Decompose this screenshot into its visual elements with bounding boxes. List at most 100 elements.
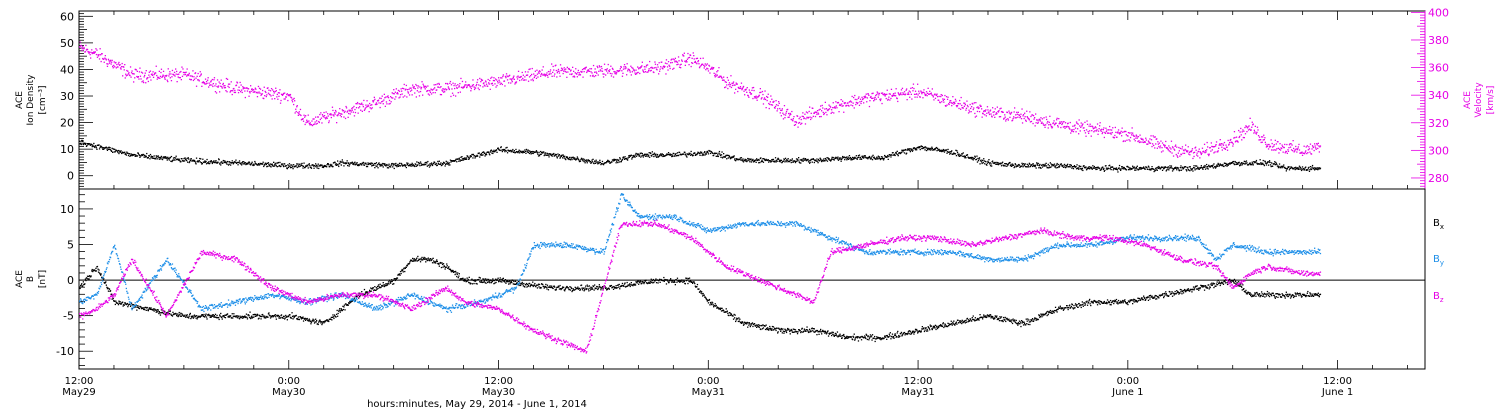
density-series-point (442, 163, 444, 165)
velocity-series-point (824, 101, 826, 103)
velocity-series-point (1200, 152, 1202, 154)
density-series-point (547, 153, 549, 155)
density-series-point (855, 157, 857, 159)
density-series-point (544, 153, 546, 155)
velocity-series-point (753, 96, 756, 98)
velocity-series-point (898, 93, 900, 95)
density-series-point (197, 160, 199, 162)
density-series-point (242, 161, 244, 163)
density-series-point (1095, 166, 1098, 169)
density-series-point (615, 162, 617, 164)
density-series-point (979, 160, 982, 162)
velocity-series-point (347, 116, 349, 118)
velocity-series-point (258, 87, 261, 89)
velocity-series-point (1235, 140, 1237, 142)
density-series-point (184, 157, 186, 159)
velocity-series-point (960, 96, 962, 99)
velocity-series-point (484, 85, 486, 87)
velocity-series-point (827, 109, 829, 112)
velocity-series-point (1068, 126, 1070, 128)
density-series-point (281, 163, 284, 165)
velocity-series-point (432, 92, 434, 94)
velocity-series-point (679, 64, 681, 66)
density-series-point (269, 163, 272, 165)
velocity-series-point (273, 90, 275, 93)
density-series-point (1290, 166, 1292, 168)
density-series-point (645, 155, 648, 157)
density-series-point (585, 160, 587, 162)
density-series-point (470, 155, 472, 157)
velocity-series-point (502, 74, 504, 76)
velocity-series-point (431, 89, 434, 91)
velocity-series-point (1227, 139, 1229, 142)
velocity-series-point (93, 51, 95, 53)
velocity-series-point (573, 70, 575, 72)
velocity-series-point (383, 99, 385, 101)
density-series-point (717, 154, 719, 156)
density-series-point (253, 164, 255, 166)
velocity-series-point (1120, 130, 1122, 132)
velocity-series-point (440, 94, 443, 96)
velocity-series-point (986, 112, 988, 114)
velocity-series-point (828, 104, 830, 106)
velocity-series-point (575, 68, 577, 70)
density-series-point (250, 164, 252, 166)
density-series-point (1037, 164, 1039, 166)
velocity-series-point (770, 104, 772, 106)
velocity-series-point (229, 83, 231, 85)
velocity-series-point (892, 93, 895, 95)
velocity-series-point (613, 71, 616, 73)
velocity-series-point (1318, 145, 1320, 147)
density-series-point (1196, 168, 1198, 170)
velocity-series-point (756, 97, 758, 99)
velocity-series-point (105, 59, 107, 61)
velocity-series-point (1256, 126, 1259, 128)
density-series-point (1258, 163, 1261, 165)
velocity-series-point (984, 110, 986, 112)
b-bx-series-point (98, 272, 101, 274)
density-series-point (316, 167, 318, 169)
velocity-series-point (886, 93, 888, 95)
density-series-point (568, 158, 570, 161)
density-series-point (691, 153, 693, 155)
density-series-point (1047, 163, 1049, 166)
density-series-point (272, 165, 274, 167)
velocity-series-point (492, 79, 495, 82)
velocity-series-point (715, 75, 717, 77)
density-series-point (850, 159, 852, 161)
velocity-series-point (361, 102, 363, 104)
velocity-series-point (1112, 127, 1114, 129)
velocity-series-point (875, 94, 877, 97)
velocity-series-point (885, 97, 887, 100)
density-series-point (1284, 166, 1286, 169)
velocity-series-point (356, 101, 359, 104)
velocity-series-point (823, 112, 825, 115)
velocity-series-point (152, 71, 154, 73)
density-series-point (1128, 166, 1130, 169)
density-series-point (223, 160, 225, 162)
velocity-series-point (1221, 146, 1223, 148)
velocity-series-point (683, 52, 685, 54)
density-series-point (461, 156, 463, 158)
density-series-point (1165, 170, 1167, 172)
velocity-series-point (1243, 130, 1245, 132)
density-series-point (1211, 166, 1213, 168)
density-series-point (1040, 167, 1042, 169)
velocity-series-point (149, 76, 151, 78)
velocity-series-point (566, 76, 568, 78)
density-series-point (697, 151, 699, 153)
velocity-series-point (365, 106, 368, 108)
density-series-point (1100, 168, 1102, 171)
density-series-point (1202, 168, 1204, 170)
density-series-point (179, 160, 181, 162)
density-series-point (1230, 162, 1232, 165)
density-series-point (204, 160, 206, 162)
velocity-series-point (742, 86, 744, 88)
velocity-series-point (421, 81, 423, 83)
velocity-series-point (238, 86, 240, 88)
velocity-series-point (107, 58, 110, 60)
velocity-series-point (441, 90, 444, 92)
velocity-series-point (611, 67, 614, 69)
density-series-point (428, 164, 430, 166)
velocity-series-point (862, 98, 864, 100)
